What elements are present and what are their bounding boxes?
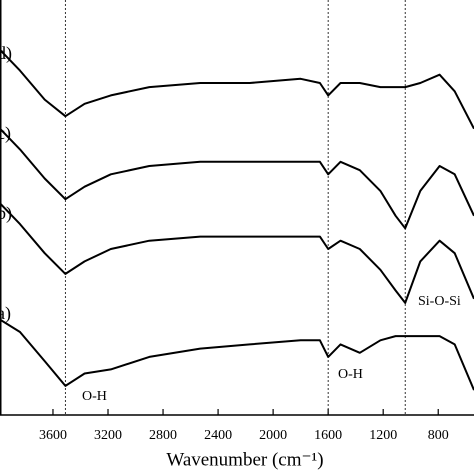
series-label: b) bbox=[0, 203, 12, 224]
series-label: d) bbox=[0, 43, 12, 64]
series-label: a) bbox=[0, 303, 11, 324]
annotation: O-H bbox=[82, 389, 107, 404]
x-tick-label: 2400 bbox=[204, 428, 232, 443]
spectrum-line bbox=[0, 49, 474, 130]
x-tick-label: 2800 bbox=[149, 428, 177, 443]
annotation: Si-O-Si bbox=[418, 294, 461, 309]
x-tick-label: 800 bbox=[428, 428, 449, 443]
x-axis-label: Wavenumber (cm⁻¹) bbox=[166, 449, 323, 470]
spectrum-line bbox=[0, 318, 474, 391]
x-tick-label: 1200 bbox=[369, 428, 397, 443]
spectrum-line bbox=[0, 202, 474, 304]
x-tick-label: 3200 bbox=[94, 428, 122, 443]
annotation: O-H bbox=[338, 367, 363, 382]
series-label: c) bbox=[0, 123, 11, 144]
x-tick-label: 3600 bbox=[39, 428, 67, 443]
x-tick-label: 2000 bbox=[259, 428, 287, 443]
x-tick-label: 1600 bbox=[314, 428, 342, 443]
spectrum-line bbox=[0, 128, 474, 230]
